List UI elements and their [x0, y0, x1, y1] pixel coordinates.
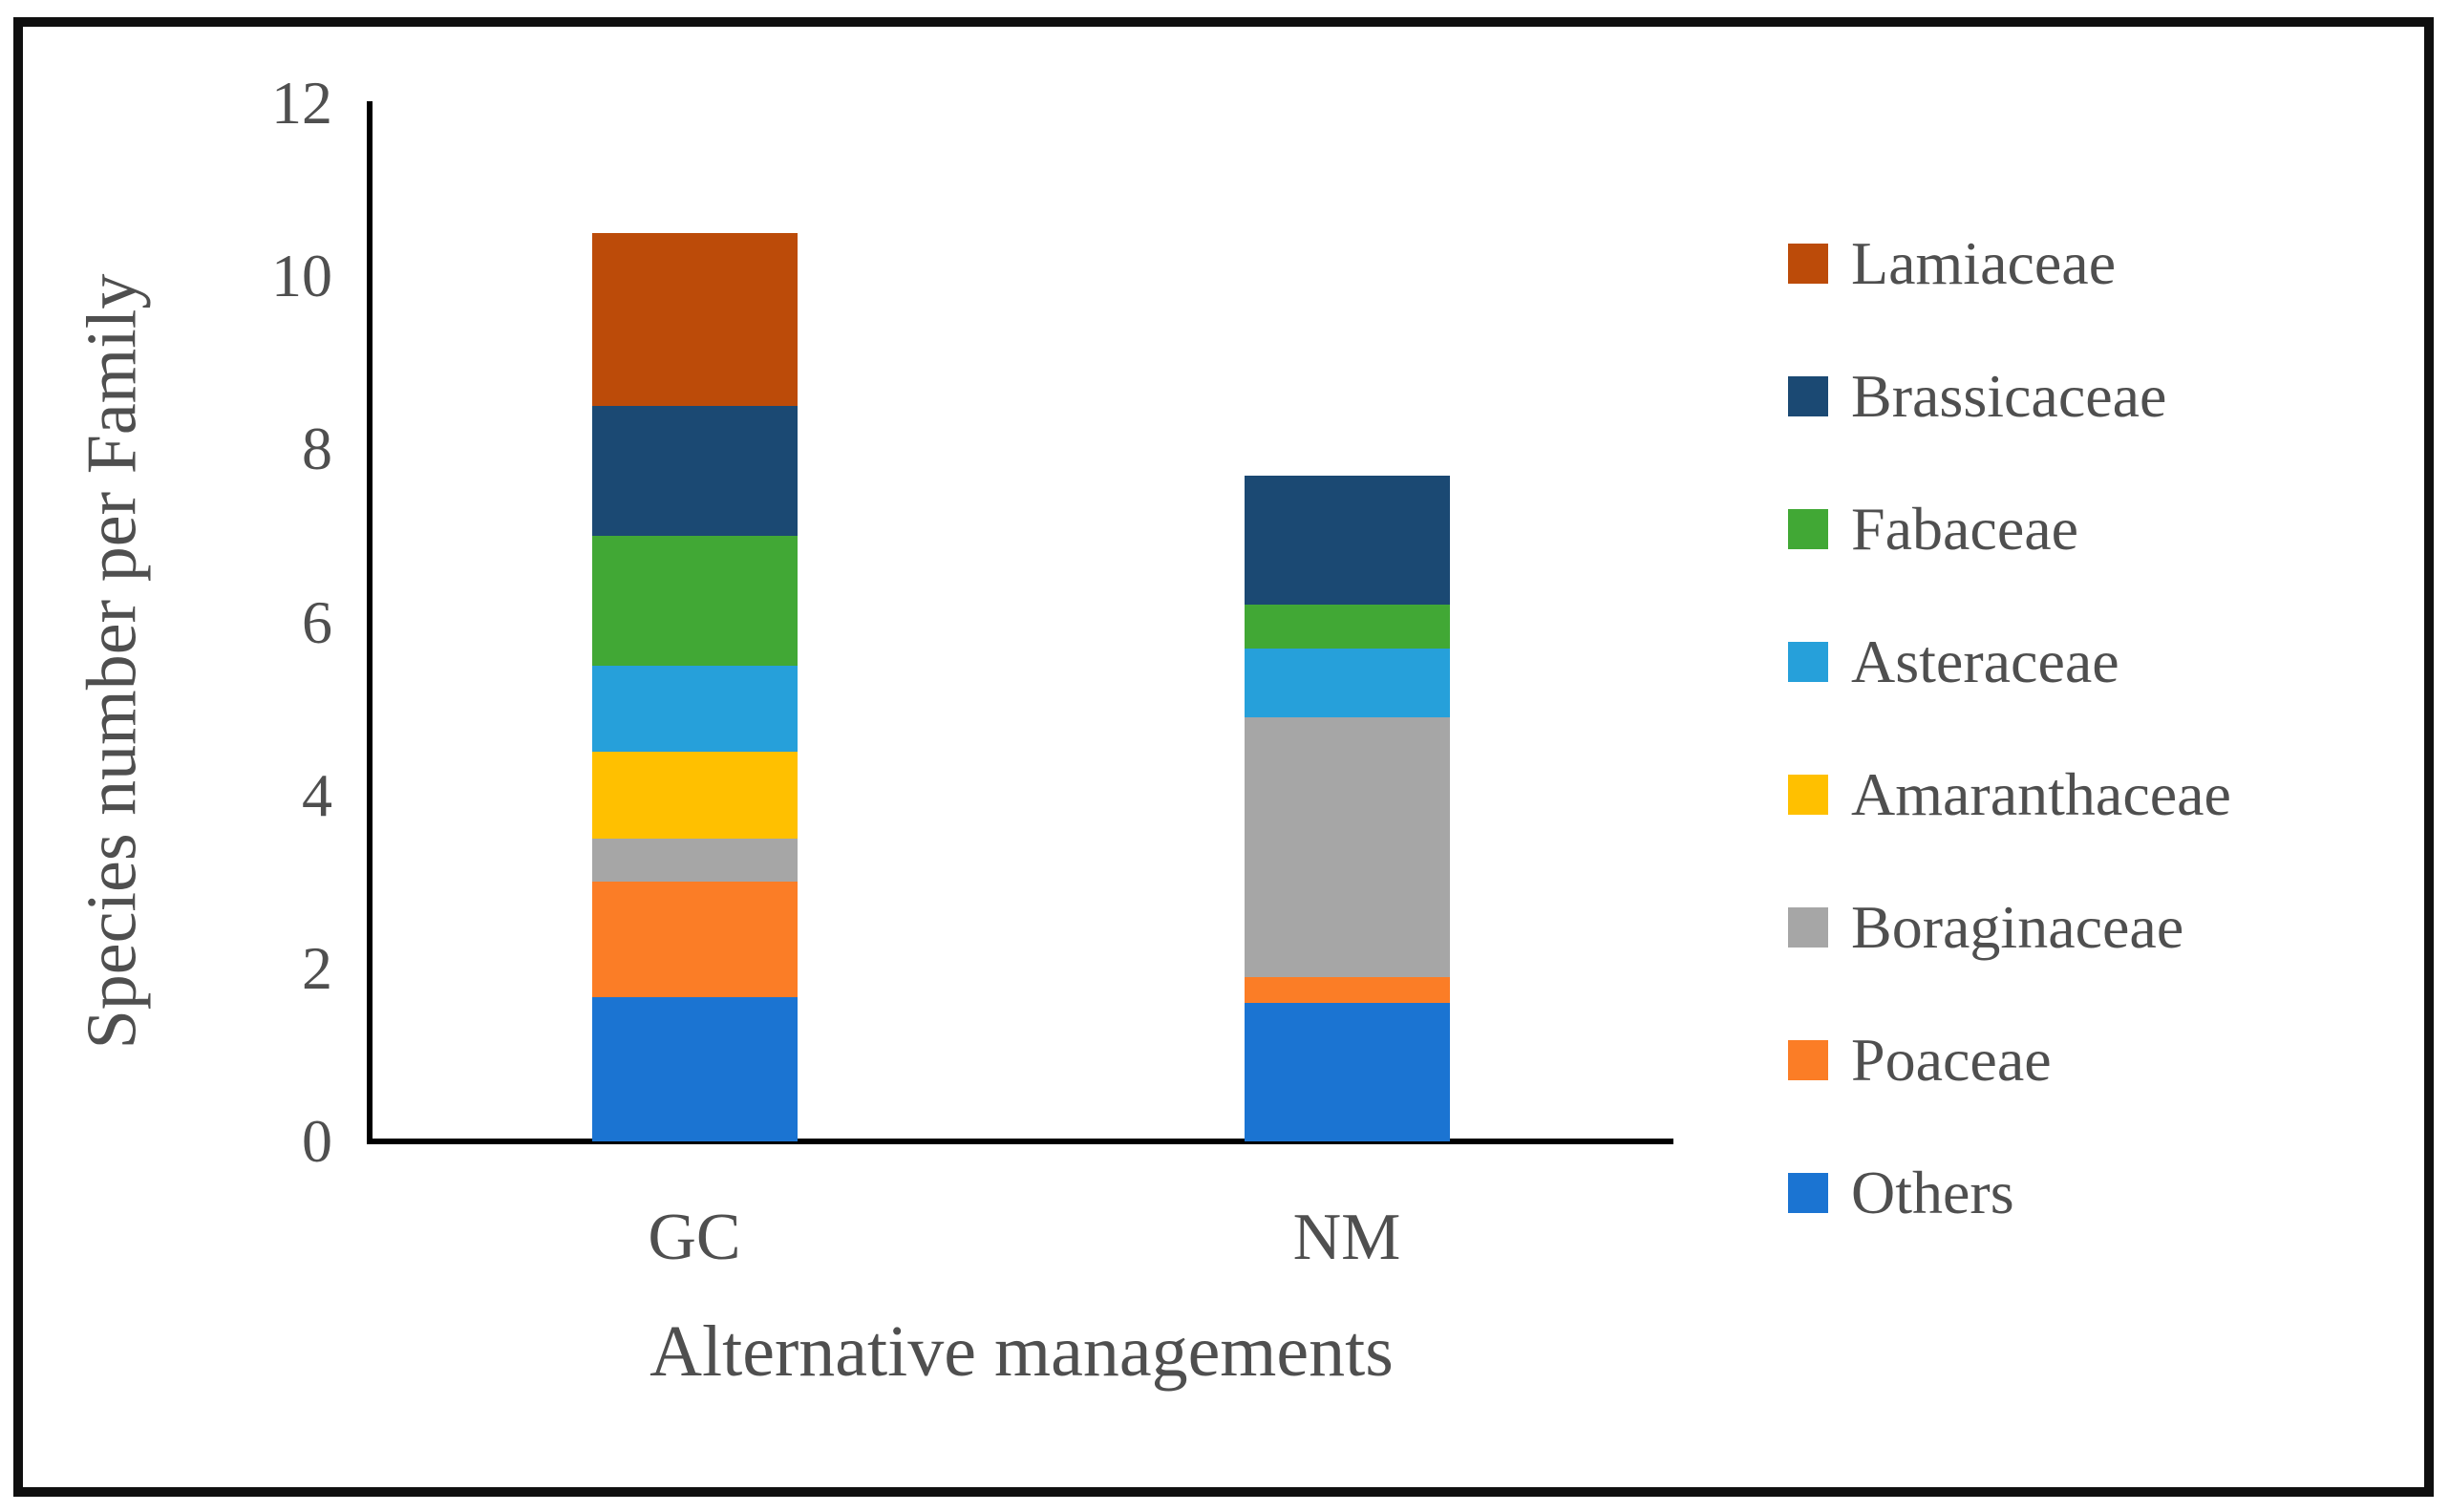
bar-segment-brassicaceae-gc [591, 406, 798, 536]
bar-segment-brassicaceae-nm [1244, 475, 1450, 606]
y-tick-label: 6 [302, 587, 332, 656]
legend-item-brassicaceae: Brassicaceae [1788, 330, 2166, 463]
legend-item-boraginaceae: Boraginaceae [1788, 861, 2183, 994]
bar-segment-poaceae-gc [591, 882, 798, 997]
bar-segment-others-nm [1244, 1003, 1450, 1141]
x-axis-title: Alternative managements [650, 1311, 1394, 1392]
y-tick-label: 8 [302, 415, 332, 483]
x-category-label-nm: NM [1292, 1201, 1401, 1274]
y-tick-label: 0 [302, 1107, 332, 1175]
legend-label: Fabaceae [1851, 495, 2079, 563]
legend-label: Others [1851, 1159, 2014, 1226]
bar-segment-fabaceae-nm [1244, 605, 1450, 649]
legend-label: Asteraceae [1851, 628, 2119, 695]
legend-swatch-others [1788, 1173, 1828, 1213]
bar-segment-poaceae-nm [1244, 976, 1450, 1004]
legend-swatch-lamiaceae [1788, 244, 1828, 284]
legend-item-asteraceae: Asteraceae [1788, 595, 2119, 729]
x-category-label-gc: GC [648, 1201, 741, 1274]
bar-segment-lamiaceae-gc [591, 232, 798, 407]
bar-segment-amaranthaceae-gc [591, 752, 798, 839]
x-axis-line [367, 1139, 1673, 1144]
y-tick-label: 12 [271, 69, 332, 137]
bar-gc [591, 103, 798, 1141]
bar-segment-others-gc [591, 996, 798, 1141]
legend-swatch-boraginaceae [1788, 907, 1828, 948]
y-tick-label: 10 [271, 242, 332, 310]
figure-border [13, 17, 2434, 1497]
bar-segment-boraginaceae-nm [1244, 717, 1450, 977]
legend-label: Lamiaceae [1851, 229, 2117, 297]
legend-swatch-asteraceae [1788, 642, 1828, 682]
bar-segment-boraginaceae-gc [591, 838, 798, 883]
legend-swatch-poaceae [1788, 1040, 1828, 1080]
legend-swatch-fabaceae [1788, 509, 1828, 549]
bar-segment-asteraceae-nm [1244, 648, 1450, 718]
y-tick-label: 4 [302, 760, 332, 829]
legend-label: Poaceae [1851, 1026, 2052, 1094]
legend-item-others: Others [1788, 1126, 2014, 1260]
legend-item-fabaceae: Fabaceae [1788, 462, 2078, 596]
legend-label: Boraginaceae [1851, 893, 2184, 961]
legend-swatch-amaranthaceae [1788, 775, 1828, 815]
legend-label: Brassicaceae [1851, 362, 2167, 430]
bar-segment-asteraceae-gc [591, 665, 798, 753]
bar-segment-fabaceae-gc [591, 535, 798, 666]
legend-item-amaranthaceae: Amaranthaceae [1788, 728, 2231, 862]
y-tick-label: 2 [302, 933, 332, 1002]
legend-item-lamiaceae: Lamiaceae [1788, 197, 2116, 330]
legend-swatch-brassicaceae [1788, 376, 1828, 416]
legend-label: Amaranthaceae [1851, 760, 2231, 828]
legend-item-poaceae: Poaceae [1788, 993, 2052, 1127]
y-axis-line [367, 101, 373, 1144]
bar-nm [1244, 103, 1450, 1141]
